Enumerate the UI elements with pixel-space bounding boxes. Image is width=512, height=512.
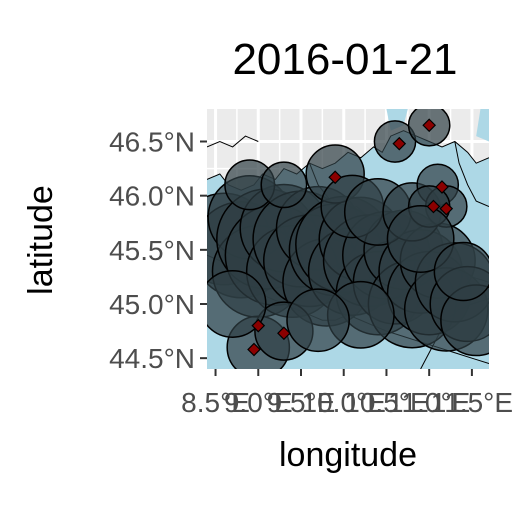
x-axis-title: longitude — [279, 436, 417, 474]
x-tick-label: 9.5°E — [267, 387, 336, 418]
station-marker — [277, 326, 291, 341]
border-line — [454, 141, 489, 207]
x-tick-label: 10.5°E — [344, 387, 428, 418]
y-tick-label: 44.5°N — [109, 343, 195, 374]
data-bubble — [207, 270, 267, 338]
x-tick-label: 11.5°E — [431, 387, 512, 418]
x-tick-label: 10.0°E — [302, 387, 386, 418]
y-axis-title: latitude — [22, 185, 60, 295]
station-marker — [422, 118, 437, 133]
x-tick-label: 8.5°E — [181, 387, 250, 418]
x-axis: 8.5°E9.0°E9.5°E10.0°E10.5°E11.0°E11.5°E — [181, 369, 512, 418]
station-marker — [328, 170, 343, 185]
station-marker — [439, 201, 454, 216]
y-tick-label: 46.0°N — [109, 181, 195, 212]
station-marker — [251, 318, 266, 333]
x-tick-label: 11.0°E — [388, 387, 470, 418]
bubbles — [207, 109, 489, 369]
station-marker — [426, 199, 441, 214]
data-bubble — [260, 161, 308, 209]
data-bubble — [386, 205, 455, 273]
border-line — [207, 135, 259, 148]
y-tick-label: 45.0°N — [109, 289, 195, 320]
station-markers — [247, 118, 454, 357]
y-tick-label: 45.5°N — [109, 235, 195, 266]
data-bubble — [433, 241, 489, 302]
y-tick-label: 46.5°N — [109, 127, 195, 158]
panel-content — [207, 109, 489, 369]
station-marker — [392, 136, 407, 151]
station-marker — [435, 180, 449, 194]
y-axis: 44.5°N 45.0°N 45.5°N 46.0°N 46.5°N — [109, 127, 207, 374]
water-area — [476, 109, 489, 142]
station-marker — [247, 342, 261, 357]
data-bubble — [286, 288, 350, 353]
plot-panel — [207, 109, 489, 369]
chart-title: 2016-01-21 — [232, 35, 457, 84]
x-tick-label: 9.0°E — [224, 387, 293, 418]
